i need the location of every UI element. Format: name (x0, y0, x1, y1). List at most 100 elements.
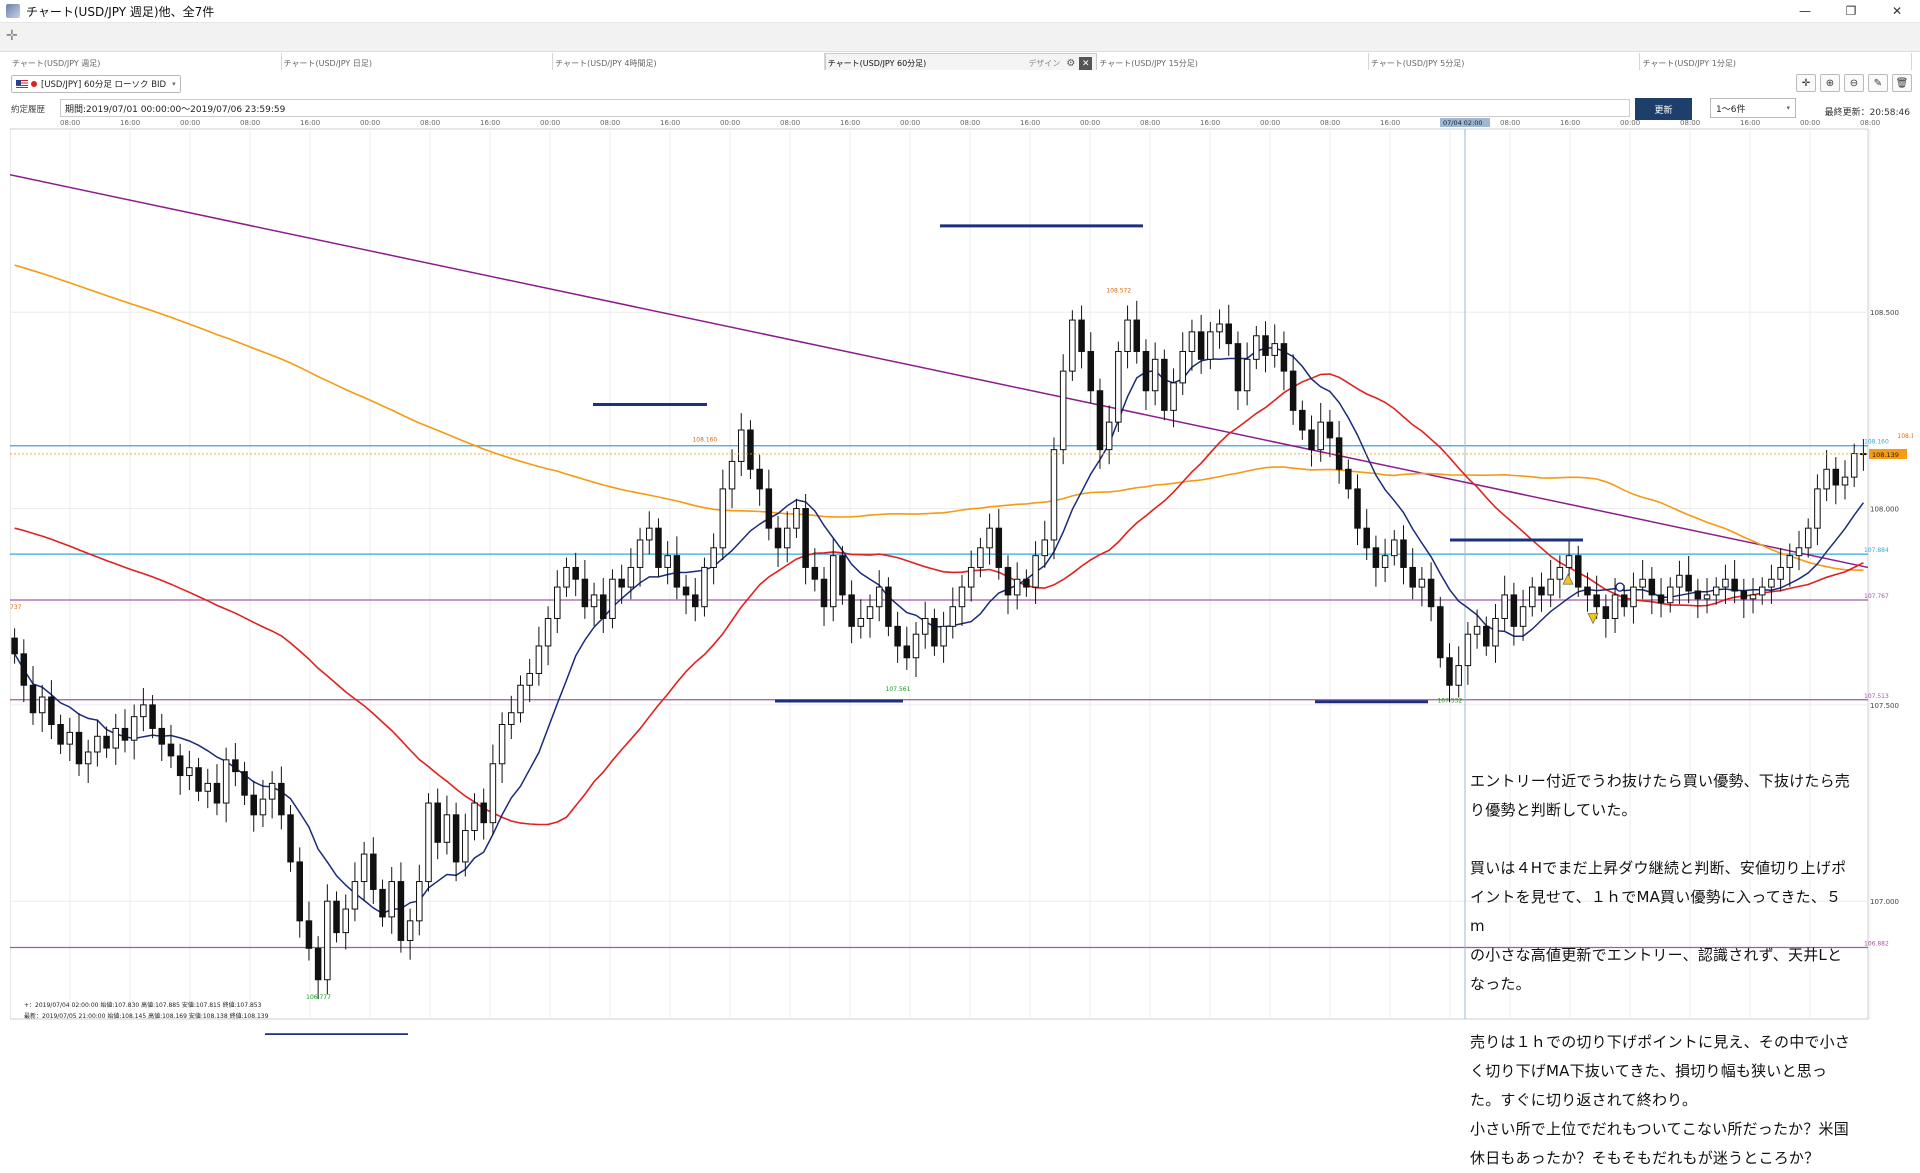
tab-60min[interactable]: チャート(USD/JPY 60分足) デザイン ⚙ ✕ (824, 53, 1098, 70)
candle-up (498, 724, 506, 765)
candle-down (1584, 586, 1591, 596)
note-line: エントリー付近でうわ抜けたら買い優勢、下抜けたら売 (1470, 772, 1851, 790)
candle-down (48, 696, 55, 726)
us-flag-icon (16, 80, 28, 88)
current-price-label: 108.139 (1872, 451, 1899, 459)
close-button[interactable]: ✕ (1891, 4, 1903, 18)
candle-down (1326, 421, 1334, 439)
time-tick-label: 00:00 (360, 119, 380, 127)
candle-up (416, 881, 423, 922)
candle-up (1317, 421, 1324, 451)
candle-up (609, 578, 616, 619)
trash-icon[interactable]: 🗑 (1892, 74, 1912, 92)
range-value: 1～6件 (1716, 104, 1746, 115)
gear-icon[interactable]: ⚙ (1066, 58, 1076, 69)
time-tick-label: 08:00 (420, 119, 440, 127)
candle-up (1170, 382, 1177, 411)
candle-up (508, 712, 515, 726)
candle-down (1409, 566, 1416, 588)
candle-up (1519, 606, 1527, 627)
tab-label: チャート(USD/JPY 1分足) (1642, 58, 1736, 68)
range-select[interactable]: 1～6件 ▾ (1710, 98, 1796, 118)
candle-down (655, 527, 662, 568)
design-link[interactable]: デザイン (1028, 59, 1061, 68)
candle-up (1243, 358, 1251, 392)
zoom-in-icon[interactable]: ⊕ (1820, 74, 1840, 92)
candle-up (1188, 331, 1196, 352)
level-label: 107.884 (1864, 547, 1889, 554)
tab-daily[interactable]: チャート(USD/JPY 日足) (281, 53, 554, 70)
period-row: 約定履歴 期間:2019/07/01 00:00:00～2019/07/06 2… (0, 97, 1920, 121)
last-update: 最終更新：20:58:46 (1824, 108, 1910, 118)
candle-up (1032, 555, 1039, 588)
candle-up (728, 460, 736, 490)
candle-down (121, 727, 129, 741)
note-line: の小さな高値更新でエントリー、認識されず、天井Lと (1470, 946, 1843, 964)
candle-down (149, 704, 156, 729)
pen-icon[interactable]: ✎ (1868, 74, 1888, 92)
price-annotation: 107.532 (1437, 697, 1462, 704)
add-chart-icon[interactable]: ✛ (6, 28, 18, 44)
note-line: 売りは１ｈでの切り下げポイントに見え、その中で小さ (1470, 1033, 1851, 1051)
candle-up (443, 814, 451, 843)
tab-15min[interactable]: チャート(USD/JPY 15分足) (1097, 53, 1369, 70)
symbol-select[interactable]: [USD/JPY] 60分足 ローソク BID ▾ (11, 75, 181, 93)
candle-down (885, 586, 892, 627)
restore-button[interactable]: ❐ (1845, 4, 1857, 18)
candle-up (130, 716, 138, 741)
candle-up (1124, 319, 1131, 352)
time-tick-label: 16:00 (480, 119, 500, 127)
time-tick-label: 16:00 (1200, 119, 1220, 127)
candle-down (1262, 335, 1269, 356)
candle-down (333, 900, 340, 934)
candle-up (1777, 566, 1784, 580)
tab-label: チャート(USD/JPY 15分足) (1099, 58, 1198, 68)
chart-svg[interactable]: 08:00 16:00 00:00 08:00 16:00 00:00 08:00 16:00… (10, 111, 1913, 1035)
time-tick-label: 00:00 (720, 119, 740, 127)
candle-up (829, 555, 837, 608)
candle-up (636, 539, 644, 568)
candle-up (1703, 594, 1711, 600)
ma-short-line (13, 346, 1865, 915)
candle-down (287, 814, 294, 863)
candle-down (1280, 343, 1288, 372)
period-field[interactable]: 期間:2019/07/01 00:00:00～2019/07/06 23:59:… (60, 99, 1630, 117)
time-tick-label: 08:00 (240, 119, 260, 127)
candle-down (1538, 586, 1545, 596)
candle-down (176, 755, 184, 777)
crosshair-icon[interactable]: ✛ (1796, 74, 1816, 92)
zoom-out-icon[interactable]: ⊖ (1844, 74, 1864, 92)
candle-up (268, 782, 276, 800)
candle-up (664, 555, 671, 568)
tab-5min[interactable]: チャート(USD/JPY 5分足) (1368, 53, 1641, 70)
trade-marker (1562, 573, 1574, 585)
candle-up (949, 606, 957, 627)
candle-up (1722, 578, 1729, 588)
candle-up (1391, 539, 1398, 557)
minimize-button[interactable]: — (1799, 4, 1811, 18)
candle-down (931, 617, 938, 647)
trade-history-label[interactable]: 約定履歴 (11, 105, 46, 115)
tab-1min[interactable]: チャート(USD/JPY 1分足) (1640, 53, 1913, 70)
top-toolbar: ✛ (0, 23, 1920, 52)
candle-up (259, 798, 267, 816)
candle-up (1381, 555, 1389, 568)
time-tick-label: 00:00 (1800, 119, 1820, 127)
time-tick-label: 16:00 (660, 119, 680, 127)
candle-up (1676, 574, 1683, 588)
candle-down (213, 782, 221, 804)
update-button[interactable]: 更新 (1635, 98, 1692, 120)
time-tick-label: 08:00 (1680, 119, 1700, 127)
candle-up (1069, 319, 1076, 372)
tab-weekly[interactable]: チャート(USD/JPY 週足) (10, 53, 282, 70)
time-tick-label: 16:00 (120, 119, 140, 127)
candle-down (20, 653, 28, 686)
close-tab-icon[interactable]: ✕ (1079, 57, 1093, 70)
price-chart[interactable]: 08:00 16:00 00:00 08:00 16:00 00:00 08:00 16:00… (10, 118, 1913, 1167)
latest-ohlc: 最新：2019/07/05 21:00:00 始値:108.145 高値:108… (24, 1013, 269, 1020)
candle-up (535, 645, 543, 674)
tab-4hour[interactable]: チャート(USD/JPY 4時間足) (553, 53, 825, 70)
candle-up (875, 586, 883, 608)
candle-down (103, 735, 110, 749)
note-line: り優勢と判断していた。 (1470, 801, 1637, 819)
